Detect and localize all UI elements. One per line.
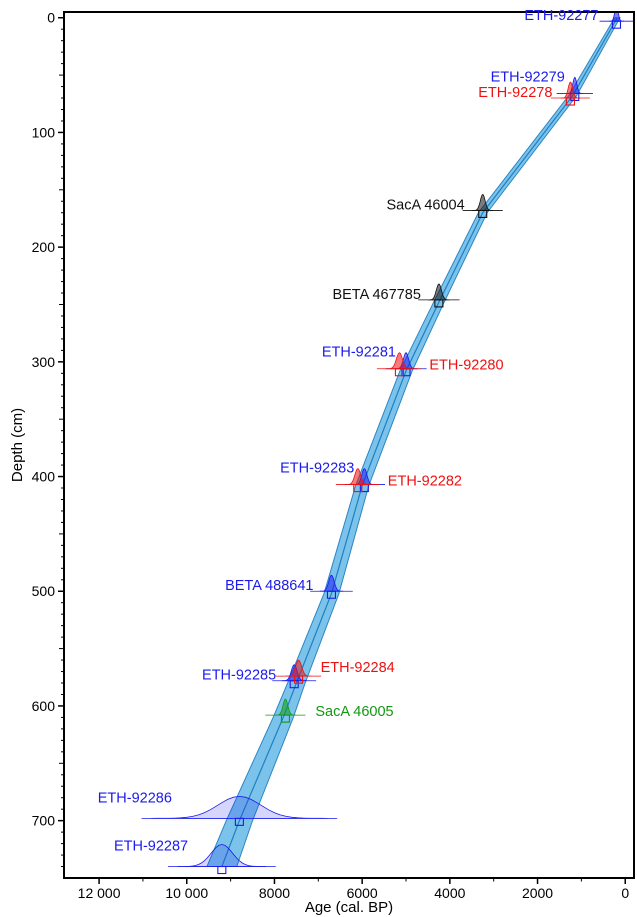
sample-distribution: [609, 12, 624, 22]
sample-eth-92286: [141, 795, 338, 826]
age-model-envelope: [206, 17, 621, 868]
sample-eth-92282: [335, 468, 380, 493]
plot-frame: [63, 11, 635, 879]
sample-label: ETH-92284: [321, 660, 395, 676]
sample-label: ETH-92285: [202, 668, 276, 684]
sample-depth-marker: [326, 590, 337, 599]
sample-beta-488641: [310, 574, 353, 599]
x-axis-title: Age (cal. BP): [305, 899, 393, 916]
sample-depth-marker: [280, 714, 290, 723]
sample-eth-92277: [599, 12, 634, 29]
sample-depth-marker: [394, 368, 404, 377]
y-tick-label: 500: [32, 583, 56, 599]
sample-distribution: [177, 844, 267, 867]
sample-label: SacA 46004: [386, 197, 464, 213]
y-axis-title: Depth (cm): [9, 408, 26, 482]
sample-depth-marker: [611, 20, 622, 29]
sample-label: BETA 467785: [332, 287, 420, 303]
sample-label: ETH-92286: [98, 790, 172, 806]
sample-label: ETH-92278: [478, 85, 552, 101]
y-tick-label: 100: [32, 124, 56, 140]
sample-label: ETH-92277: [524, 8, 598, 24]
y-tick-label: 0: [47, 10, 55, 26]
sample-depth-marker: [434, 299, 444, 308]
sample-label: ETH-92282: [388, 474, 462, 490]
sample-eth-92280: [376, 352, 422, 377]
x-tick-label: 4000: [434, 885, 465, 901]
sample-beta-467785: [418, 283, 460, 308]
sample-eth-92284: [276, 659, 322, 684]
x-tick-label: 10 000: [165, 885, 208, 901]
y-tick-label: 600: [32, 698, 56, 714]
axis-ticks: 12 000 10 000 8000 6000 4000 2000 0 0 100 200 300 4…: [32, 10, 630, 901]
y-tick-label: 300: [32, 354, 56, 370]
x-tick-label: 0: [621, 885, 629, 901]
sample-label: ETH-92281: [322, 345, 396, 361]
sample-depth-marker: [294, 675, 304, 684]
plot-area: [141, 12, 634, 875]
sample-depth-marker: [353, 484, 363, 493]
sample-depth-marker: [565, 97, 575, 106]
x-tick-label: 12 000: [78, 885, 121, 901]
sample-label: ETH-92287: [114, 839, 188, 855]
sample-eth-92278: [551, 81, 590, 106]
sample-label: BETA 488641: [225, 578, 313, 594]
sample-depth-marker: [217, 865, 227, 875]
x-tick-label: 6000: [347, 885, 378, 901]
sample-label: ETH-92279: [491, 69, 565, 85]
sample-label: SacA 46005: [315, 704, 393, 720]
sample-depth-marker: [478, 209, 488, 218]
y-tick-label: 700: [32, 813, 56, 829]
sample-eth-92287: [167, 844, 276, 875]
y-tick-label: 200: [32, 239, 56, 255]
sample-distribution: [151, 795, 328, 819]
sample-label: ETH-92280: [429, 358, 503, 374]
sample-label: ETH-92283: [280, 461, 354, 477]
x-tick-label: 2000: [522, 885, 553, 901]
x-tick-label: 8000: [259, 885, 290, 901]
sample-saca-46005: [265, 698, 306, 723]
sample-saca-46004: [462, 193, 503, 218]
y-tick-label: 400: [32, 469, 56, 485]
sample-depth-marker: [234, 817, 244, 826]
